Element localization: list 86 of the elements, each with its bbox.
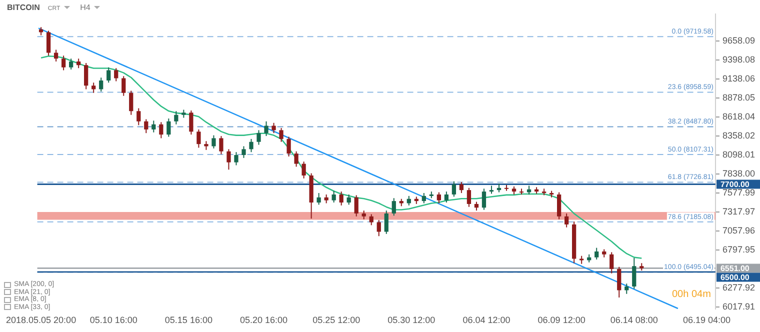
candlestick [392,198,396,216]
y-tick-label: 9398.08 [722,54,756,65]
x-tick-label: 06.09 12:00 [538,315,586,326]
x-tick-label: 2018.05.05 20:00 [6,315,76,326]
x-tick-label: 05.30 12:00 [388,315,436,326]
candlestick [279,127,284,142]
candlestick [610,252,614,274]
candlestick [286,136,291,157]
candlestick [219,136,224,155]
y-tick-label: 7838.00 [722,168,756,179]
candlestick [556,192,562,220]
y-tick-label: 9138.06 [722,74,756,84]
ref-line-label: 6500.00 [720,272,750,282]
y-tick-label: 8098.01 [722,150,756,160]
candlestick [346,194,351,206]
candlestick [54,49,58,62]
candlestick [136,108,141,126]
candlestick [106,66,111,84]
candlestick [632,258,636,290]
candlestick [594,247,599,260]
x-tick-label: 06.14 08:00 [610,315,658,326]
candlestick [369,214,374,226]
candlestick [76,58,81,69]
candlestick [189,110,194,136]
chart-title: BITCOIN [7,3,40,12]
candlestick [444,191,449,204]
y-tick-label: 7317.97 [722,206,756,217]
candlestick [617,266,622,298]
candlestick [174,110,178,125]
candlestick [482,188,486,210]
y-tick-label: 7577.99 [722,188,756,198]
candlestick [376,220,381,237]
candlestick [332,190,336,204]
candlestick [316,192,321,206]
candlestick [159,122,164,139]
x-tick-label: 06.04 12:00 [462,315,510,326]
candlestick [354,194,358,217]
ref-line-label: 7700.00 [720,180,750,189]
candlestick [264,120,268,137]
candlestick [152,120,156,133]
candlestick [256,130,261,146]
y-tick-label: 6017.91 [722,302,756,312]
x-tick-label: 05.15 16:00 [164,315,212,326]
ref-line-label: 6551.00 [720,264,750,273]
candlestick [129,90,134,116]
candlestick [196,128,201,148]
y-tick-label: 8878.05 [722,92,756,103]
candlestick [452,180,456,198]
y-tick-label: 6277.92 [722,282,756,293]
candlestick [302,161,306,179]
candlestick [459,182,464,194]
candlestick [436,192,441,204]
candlestick [226,148,231,170]
candlestick [242,146,246,158]
candlestick [144,118,148,134]
x-tick-label: 05.25 12:00 [312,315,360,326]
candlestick [122,76,126,96]
x-tick-label: 06.19 04:00 [682,315,730,326]
x-tick-label: 05.20 16:00 [240,315,288,326]
candlestick [564,212,569,228]
y-tick-label: 6797.95 [722,244,756,255]
x-tick-label: 05.10 16:00 [90,315,138,326]
candlestick [294,150,298,168]
candlestick [114,68,118,82]
candlestick [422,192,426,204]
y-tick-label: 9658.09 [722,36,756,46]
candlestick [84,62,88,90]
candlestick [69,58,74,70]
y-tick-label: 7057.96 [722,226,756,236]
y-tick-label: 8618.04 [722,112,756,122]
candlestick [166,118,171,138]
candlestick [249,138,254,153]
candlestick [272,122,276,134]
y-tick-label: 8358.02 [722,130,756,141]
candlestick [234,152,238,166]
candlestick [339,191,344,206]
candlestick [624,283,629,294]
candlestick [212,134,216,149]
candlestick [466,187,472,208]
candlestick [99,77,104,92]
text: H4 [80,3,90,12]
candlestick [92,82,96,94]
candlestick [384,210,388,234]
candlestick [46,30,51,56]
annotation: 00h 04m [672,289,711,300]
candlestick [61,55,66,71]
